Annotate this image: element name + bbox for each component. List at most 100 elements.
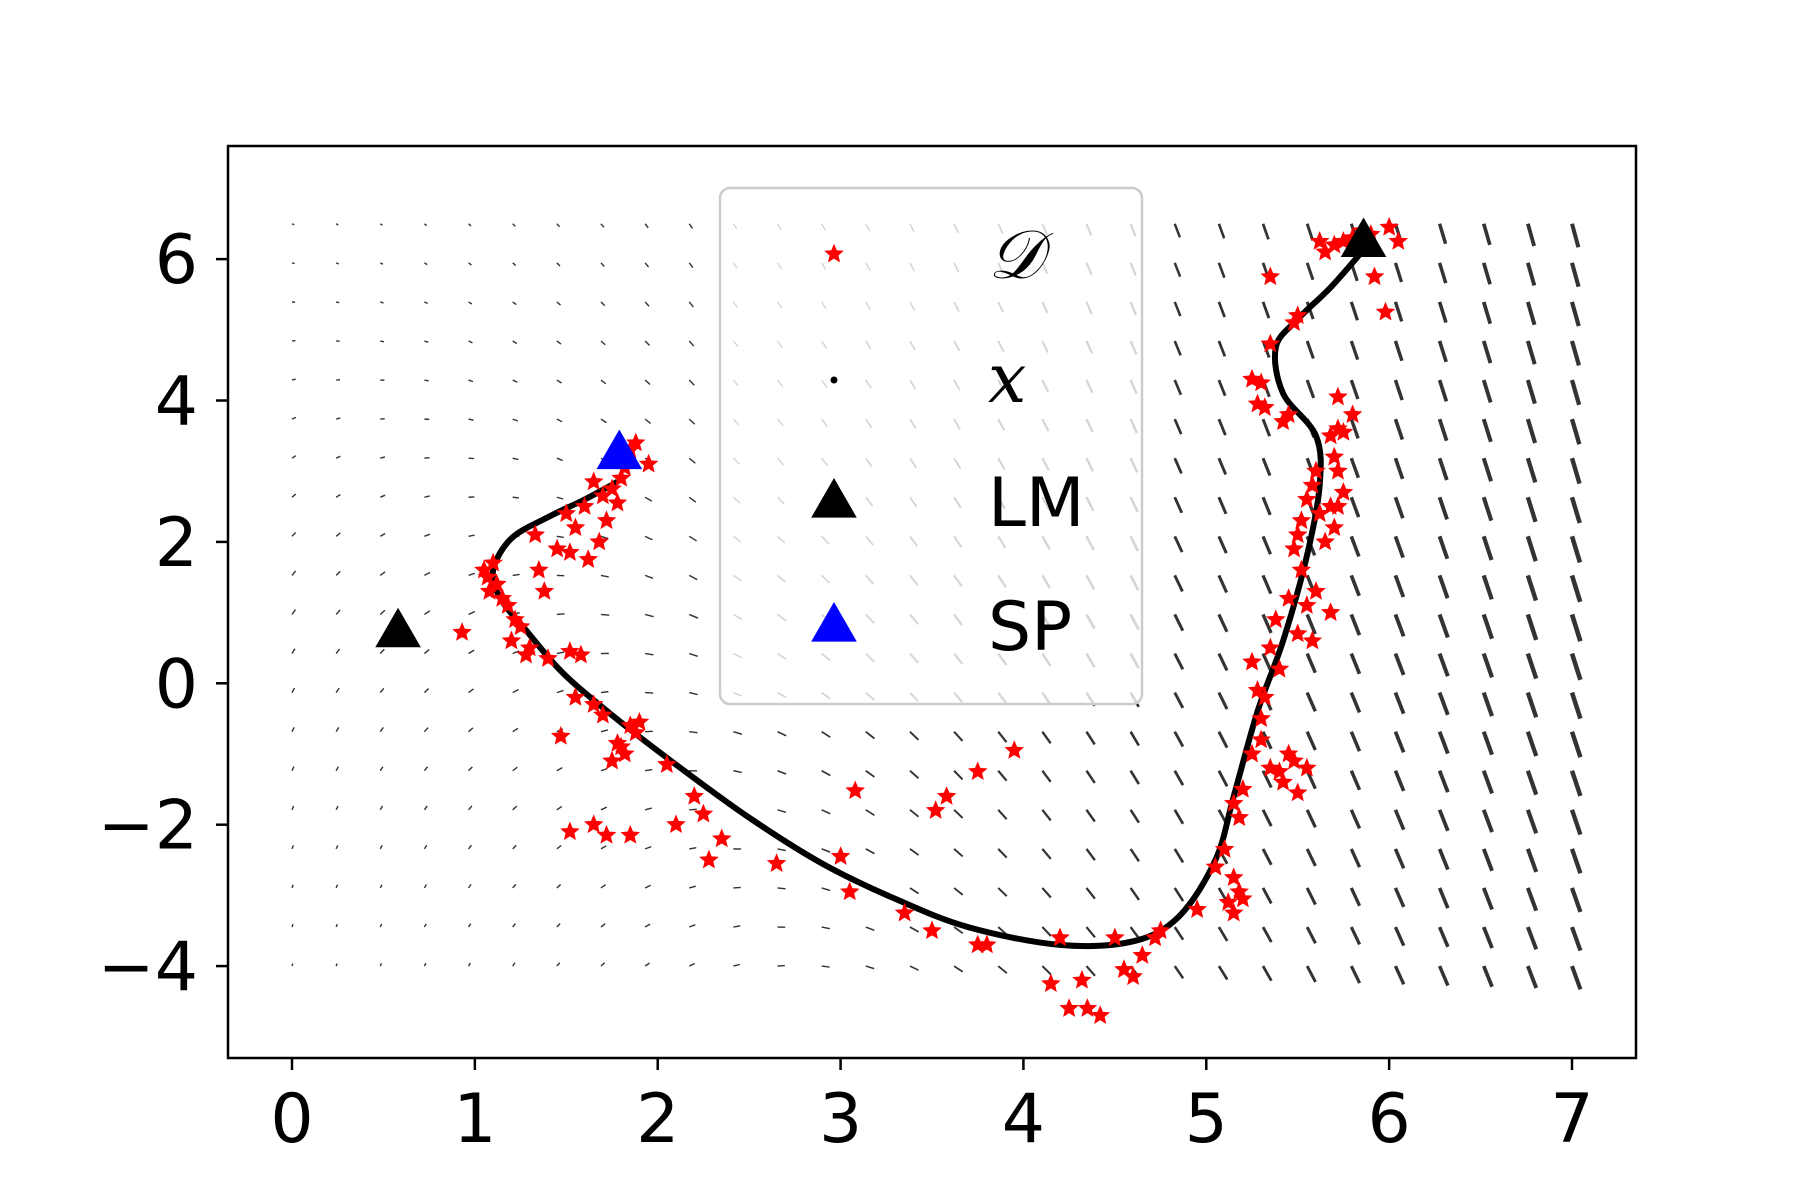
- quiver-arrow: [556, 923, 561, 928]
- quiver-arrow: [1349, 613, 1362, 636]
- quiver-arrow: [865, 730, 875, 740]
- quiver-arrow: [1173, 418, 1183, 435]
- quiver-arrow: [1525, 613, 1539, 641]
- data-point-D: [830, 846, 851, 865]
- data-point-D: [1273, 772, 1293, 791]
- quiver-arrow: [1437, 652, 1450, 677]
- data-point-D: [894, 902, 915, 922]
- quiver-arrow: [1437, 809, 1450, 832]
- data-point-D: [519, 637, 540, 657]
- quiver-arrow: [600, 574, 609, 578]
- data-point-D: [1223, 902, 1244, 922]
- quiver-arrow: [1437, 340, 1448, 363]
- quiver-arrow: [468, 610, 476, 616]
- data-point-D: [1333, 482, 1354, 501]
- quiver-arrow: [644, 535, 653, 541]
- quiver-arrow: [688, 340, 695, 347]
- quiver-arrow: [688, 262, 694, 269]
- quiver-arrow: [380, 301, 384, 304]
- quiver-arrow: [1481, 809, 1494, 833]
- quiver-arrow: [600, 923, 606, 928]
- data-point-D: [578, 549, 599, 568]
- data-point-D: [620, 825, 641, 844]
- quiver-arrow: [1129, 887, 1140, 901]
- quiver-arrow: [468, 534, 475, 538]
- data-point-D: [638, 453, 659, 473]
- quiver-arrow: [423, 688, 430, 694]
- data-point-D: [1223, 793, 1244, 812]
- data-point-D: [1251, 372, 1271, 392]
- quiver-arrow: [909, 730, 920, 741]
- data-point-D: [1214, 839, 1235, 858]
- quiver-arrow: [1570, 262, 1581, 288]
- quiver-arrow: [1525, 301, 1537, 326]
- data-point-D: [625, 722, 646, 742]
- quiver-arrow: [1393, 379, 1404, 401]
- x-tick-label: 3: [819, 1080, 862, 1159]
- quiver-arrow: [1349, 652, 1362, 675]
- legend-marker-x: [830, 376, 838, 384]
- quiver-arrow: [1041, 887, 1052, 899]
- data-point-D: [596, 825, 617, 844]
- quiver-arrow: [865, 965, 875, 970]
- quiver-arrow: [1570, 965, 1583, 990]
- quiver-arrow: [556, 651, 565, 655]
- quiver-arrow: [1085, 730, 1096, 746]
- quiver-arrow: [1217, 223, 1226, 239]
- quiver-arrow: [1217, 965, 1229, 981]
- x-tick-label: 4: [1002, 1080, 1045, 1159]
- y-tick-label: 0: [155, 645, 198, 724]
- quiver-arrow: [1481, 340, 1493, 364]
- y-tick-label: −2: [98, 787, 198, 866]
- quiver-arrow: [1437, 691, 1450, 716]
- data-point-D: [529, 559, 549, 579]
- quiver-arrow: [1525, 887, 1539, 912]
- data-point-D: [977, 934, 997, 954]
- data-point-D: [1320, 602, 1341, 621]
- quiver-arrow: [1041, 965, 1052, 976]
- quiver-arrow: [1305, 809, 1317, 828]
- quiver-arrow: [1217, 535, 1228, 554]
- quiver-arrow: [689, 885, 696, 889]
- quiver-arrow: [688, 496, 697, 503]
- quiver-arrow: [335, 417, 341, 420]
- quiver-arrow: [1173, 301, 1182, 317]
- quiver-arrow: [1349, 887, 1362, 907]
- quiver-arrow: [1085, 965, 1096, 977]
- data-point-D: [583, 471, 604, 491]
- data-point-D: [1328, 386, 1348, 406]
- quiver-arrow: [424, 571, 431, 577]
- quiver-arrow: [1217, 691, 1229, 710]
- quiver-arrow: [1570, 223, 1581, 248]
- quiver-arrow: [556, 613, 565, 616]
- quiver-arrow: [424, 379, 429, 382]
- x-tick-label: 0: [270, 1080, 313, 1159]
- x-axis: 0 1 2 3 4 5 6 7: [270, 1058, 1594, 1159]
- data-point-D: [497, 595, 518, 614]
- data-point-D: [1072, 969, 1092, 989]
- quiver-arrow: [600, 690, 609, 694]
- quiver-arrow: [1173, 965, 1185, 979]
- quiver-arrow: [512, 418, 519, 422]
- quiver-arrow: [1261, 809, 1273, 827]
- data-point-D: [574, 496, 595, 515]
- data-point-D: [607, 492, 628, 512]
- quiver-arrow: [821, 809, 831, 815]
- quiver-arrow: [468, 805, 473, 811]
- data-point-D: [699, 849, 719, 869]
- quiver-arrow: [1481, 418, 1493, 443]
- quiver-arrow: [1349, 691, 1362, 714]
- quiver-arrow: [291, 884, 294, 889]
- data-point-D: [560, 821, 580, 841]
- plot-frame: [226, 144, 1638, 1060]
- data-point-D: [583, 814, 604, 834]
- quiver-arrow: [1393, 574, 1406, 598]
- quiver-arrow: [335, 963, 338, 967]
- quiver-arrow: [335, 262, 339, 265]
- quiver-arrow: [689, 691, 698, 696]
- quiver-arrow: [1393, 848, 1406, 870]
- data-point-D: [657, 754, 677, 773]
- quiver-arrow: [1085, 809, 1096, 823]
- quiver-arrow: [335, 805, 339, 811]
